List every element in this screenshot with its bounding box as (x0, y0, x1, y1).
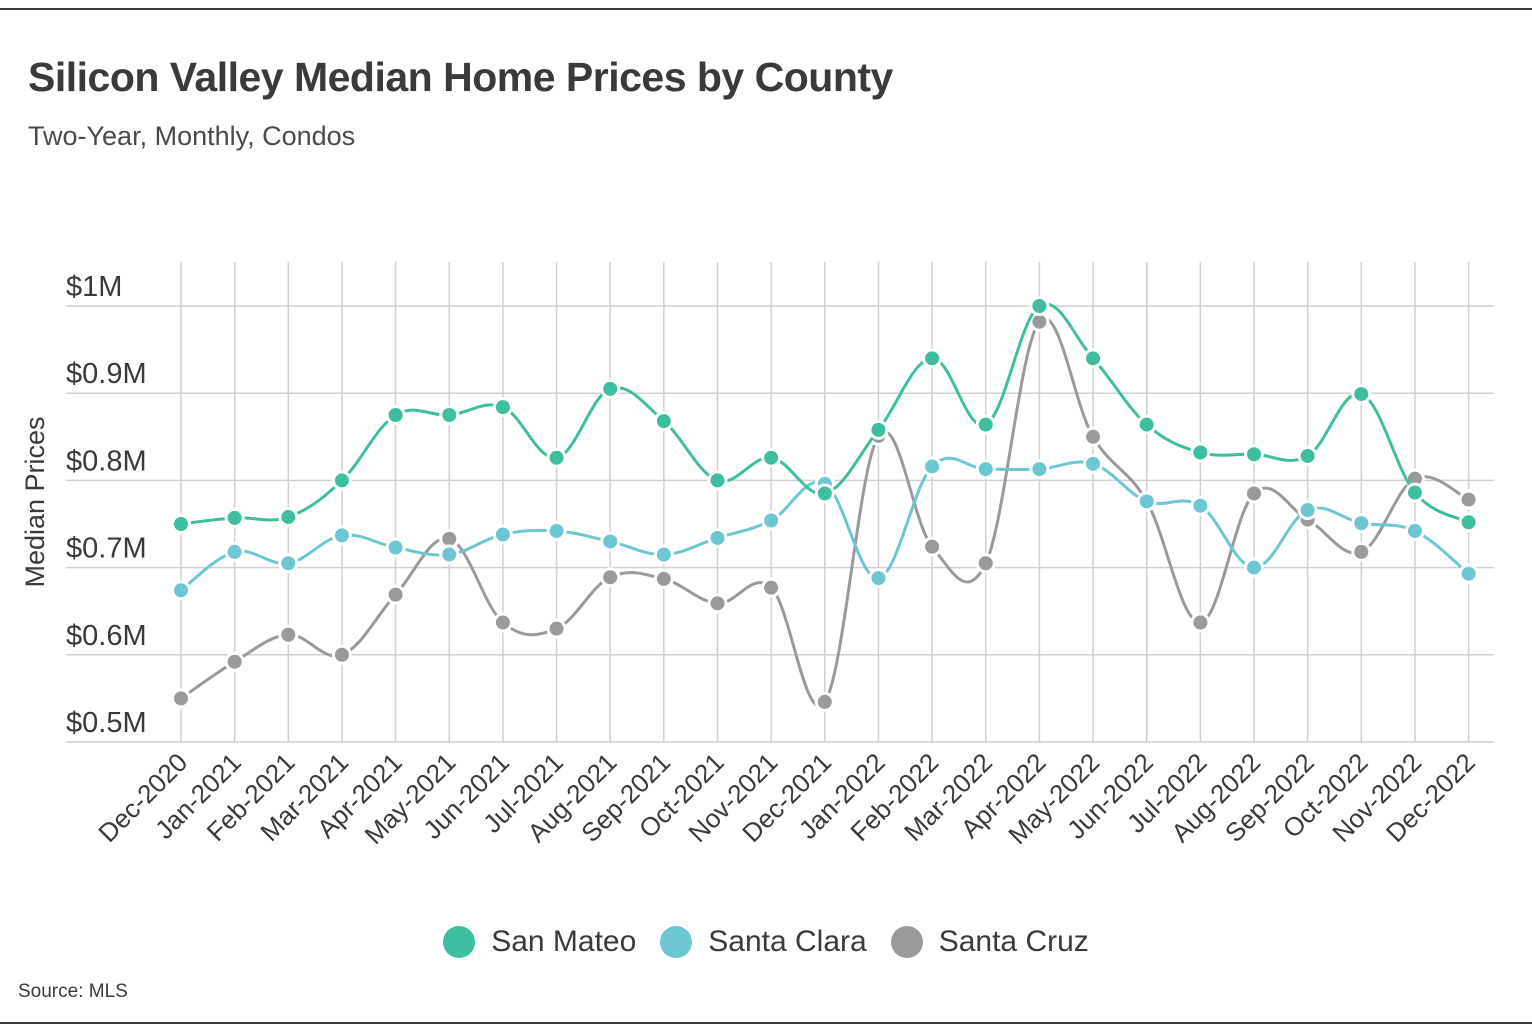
series-santa-cruz (171, 311, 1479, 712)
data-point-san-mateo[interactable] (224, 507, 245, 528)
data-point-san-mateo[interactable] (1190, 442, 1211, 463)
data-point-santa-clara[interactable] (1136, 491, 1157, 512)
data-point-santa-cruz[interactable] (1083, 426, 1104, 447)
data-point-san-mateo[interactable] (278, 507, 299, 528)
data-point-san-mateo[interactable] (1136, 414, 1157, 435)
line-chart: $1M $0.9M $0.8M $0.7M $0.6M $0.5M Dec-2020Jan… (20, 262, 1494, 850)
data-point-san-mateo[interactable] (385, 405, 406, 425)
legend-label: Santa Cruz (938, 925, 1089, 958)
data-point-santa-clara[interactable] (1029, 459, 1050, 480)
data-point-santa-clara[interactable] (707, 527, 728, 548)
y-tick-label: $1M (66, 271, 122, 303)
data-point-santa-cruz[interactable] (1190, 612, 1211, 633)
series-santa-clara (171, 453, 1479, 601)
top-border (0, 8, 1532, 10)
legend-swatch-icon (890, 926, 923, 958)
data-point-santa-clara[interactable] (1190, 495, 1211, 516)
legend-swatch-icon (443, 926, 476, 958)
data-point-san-mateo[interactable] (1244, 444, 1264, 465)
data-point-santa-clara[interactable] (1351, 513, 1372, 534)
data-point-santa-clara[interactable] (492, 524, 513, 545)
data-point-santa-clara[interactable] (975, 459, 996, 480)
data-point-santa-clara[interactable] (171, 580, 191, 601)
data-point-san-mateo[interactable] (653, 411, 674, 432)
series-lines (171, 296, 1479, 712)
data-point-santa-cruz[interactable] (546, 618, 567, 639)
data-point-santa-cruz[interactable] (331, 644, 352, 665)
data-point-santa-clara[interactable] (922, 456, 943, 477)
data-point-santa-clara[interactable] (600, 531, 621, 552)
legend-swatch-icon (660, 926, 693, 958)
data-point-san-mateo[interactable] (331, 470, 352, 491)
data-point-santa-clara[interactable] (439, 544, 460, 565)
data-point-santa-cruz[interactable] (761, 577, 782, 598)
data-point-santa-cruz[interactable] (922, 536, 943, 557)
data-point-santa-cruz[interactable] (814, 691, 835, 712)
data-point-san-mateo[interactable] (492, 397, 513, 418)
y-axis-ticks: $1M $0.9M $0.8M $0.7M $0.6M $0.5M (66, 271, 147, 739)
data-point-santa-cruz[interactable] (492, 612, 513, 633)
data-point-santa-cruz[interactable] (1244, 483, 1264, 504)
chart-title: Silicon Valley Median Home Prices by Cou… (28, 54, 893, 100)
data-point-san-mateo[interactable] (1351, 384, 1372, 405)
chart-subtitle: Two-Year, Monthly, Condos (28, 121, 356, 151)
data-point-santa-cruz[interactable] (600, 567, 621, 588)
series-san-mateo (171, 296, 1479, 534)
data-point-santa-cruz[interactable] (385, 584, 406, 605)
data-point-santa-clara[interactable] (1404, 520, 1425, 541)
bottom-border (0, 1022, 1532, 1024)
data-point-san-mateo[interactable] (600, 378, 621, 399)
data-point-santa-cruz[interactable] (171, 688, 191, 709)
data-point-santa-clara[interactable] (761, 510, 782, 531)
legend-item-santa-cruz[interactable]: Santa Cruz (890, 925, 1089, 959)
y-tick-label: $0.6M (66, 620, 147, 652)
data-point-santa-clara[interactable] (224, 541, 245, 562)
data-point-santa-clara[interactable] (1458, 563, 1479, 584)
data-point-san-mateo[interactable] (1458, 512, 1479, 533)
data-point-san-mateo[interactable] (1029, 296, 1050, 316)
data-point-san-mateo[interactable] (868, 419, 889, 440)
data-point-san-mateo[interactable] (1083, 348, 1104, 369)
data-point-santa-cruz[interactable] (707, 593, 728, 614)
y-tick-label: $0.8M (66, 445, 147, 477)
data-point-santa-cruz[interactable] (278, 624, 299, 645)
y-axis-label: Median Prices (20, 416, 50, 587)
data-point-santa-clara[interactable] (1083, 453, 1104, 474)
data-point-san-mateo[interactable] (439, 405, 460, 425)
data-point-san-mateo[interactable] (975, 414, 996, 435)
data-point-santa-cruz[interactable] (1458, 489, 1479, 510)
data-point-san-mateo[interactable] (707, 470, 728, 491)
data-point-santa-clara[interactable] (1297, 500, 1318, 521)
data-point-santa-clara[interactable] (868, 568, 889, 589)
legend-item-san-mateo[interactable]: San Mateo (443, 925, 636, 959)
data-point-santa-cruz[interactable] (1351, 541, 1372, 562)
y-tick-label: $0.7M (66, 533, 147, 565)
data-point-san-mateo[interactable] (1404, 482, 1425, 503)
legend-label: Santa Clara (708, 925, 867, 958)
data-point-santa-cruz[interactable] (975, 553, 996, 574)
data-point-san-mateo[interactable] (761, 447, 782, 468)
y-tick-label: $0.5M (66, 707, 147, 739)
data-point-san-mateo[interactable] (922, 348, 943, 369)
grid (66, 262, 1494, 743)
data-point-san-mateo[interactable] (546, 447, 567, 468)
legend-label: San Mateo (491, 925, 637, 958)
data-point-san-mateo[interactable] (1297, 445, 1318, 466)
data-point-san-mateo[interactable] (814, 483, 835, 504)
data-point-santa-cruz[interactable] (224, 651, 245, 672)
data-point-santa-clara[interactable] (1244, 557, 1264, 578)
data-point-san-mateo[interactable] (171, 514, 191, 534)
data-point-santa-cruz[interactable] (653, 568, 674, 589)
legend: San Mateo Santa Clara Santa Cruz (0, 925, 1532, 959)
x-axis-ticks: Dec-2020Jan-2021Feb-2021Mar-2021Apr-2021… (92, 747, 1481, 850)
data-point-santa-clara[interactable] (331, 525, 352, 546)
legend-item-santa-clara[interactable]: Santa Clara (660, 925, 867, 959)
series-line-santa-cruz (180, 317, 1470, 708)
y-tick-label: $0.9M (66, 358, 147, 390)
data-point-santa-clara[interactable] (653, 544, 674, 565)
data-point-santa-clara[interactable] (385, 537, 406, 558)
data-point-santa-clara[interactable] (546, 520, 567, 541)
source-note: Source: MLS (18, 981, 128, 1002)
data-point-santa-clara[interactable] (278, 553, 299, 574)
